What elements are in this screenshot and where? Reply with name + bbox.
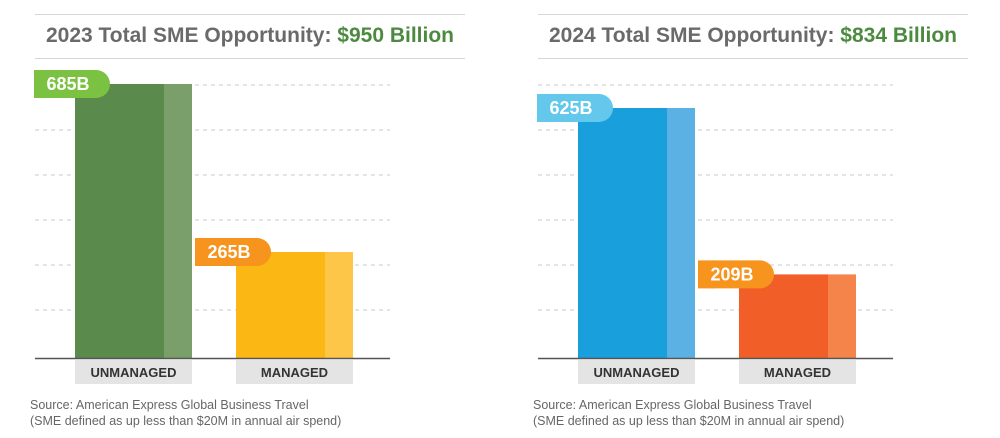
title-top-rule: [538, 14, 968, 15]
chart-title-text: 2023 Total SME Opportunity:: [45, 24, 332, 47]
value-label-tag-edge: [537, 94, 553, 122]
source-definition: (SME defined as up less than $20M in ann…: [30, 414, 342, 428]
title-bottom-rule: [538, 58, 968, 59]
value-label-tag-edge: [698, 260, 714, 289]
chart-title-text: 2024 Total SME Opportunity:: [548, 24, 835, 47]
value-label-tag-edge: [195, 238, 211, 266]
bar: [236, 252, 325, 358]
bar-highlight: [828, 274, 856, 358]
title-top-rule: [35, 14, 465, 15]
source-line: Source: American Express Global Business…: [30, 398, 309, 412]
title-bottom-rule: [35, 58, 465, 59]
value-label-tag: [34, 70, 110, 98]
chart-title-amount: $834 Billion: [840, 24, 958, 47]
bar-highlight: [164, 84, 192, 358]
value-label-tag: [698, 260, 774, 289]
category-label: MANAGED: [261, 365, 328, 380]
category-label: UNMANAGED: [91, 365, 177, 380]
source-definition: (SME defined as up less than $20M in ann…: [533, 414, 845, 428]
chart-title: 2023 Total SME Opportunity: $950 Billion: [35, 24, 465, 48]
chart-panel-2024: 2024 Total SME Opportunity: $834 Billion…: [503, 0, 968, 438]
category-label: MANAGED: [764, 365, 831, 380]
chart-panel-2023: 2023 Total SME Opportunity: $950 Billion…: [0, 0, 465, 438]
bar: [75, 84, 164, 358]
bar-highlight: [325, 252, 353, 358]
bar-highlight: [667, 108, 695, 358]
category-box: [236, 360, 353, 384]
value-label: 209B: [710, 264, 753, 284]
chart-title: 2024 Total SME Opportunity: $834 Billion: [538, 24, 968, 48]
value-label: 265B: [207, 242, 250, 262]
category-box: [75, 360, 192, 384]
category-label: UNMANAGED: [594, 365, 680, 380]
bar-chart: UNMANAGED 625B MANAGED 209B: [537, 84, 893, 384]
bar: [578, 108, 667, 358]
category-box: [739, 360, 856, 384]
bar-chart: UNMANAGED 685B MANAGED 265B: [34, 70, 390, 384]
source-note: Source: American Express Global Business…: [30, 397, 470, 429]
source-line: Source: American Express Global Business…: [533, 398, 812, 412]
category-box: [578, 360, 695, 384]
value-label: 685B: [46, 74, 89, 94]
value-label-tag: [537, 94, 613, 122]
value-label-tag: [195, 238, 271, 266]
chart-title-amount: $950 Billion: [337, 24, 455, 47]
value-label-tag-edge: [34, 70, 50, 98]
source-note: Source: American Express Global Business…: [533, 397, 973, 429]
value-label: 625B: [549, 98, 592, 118]
